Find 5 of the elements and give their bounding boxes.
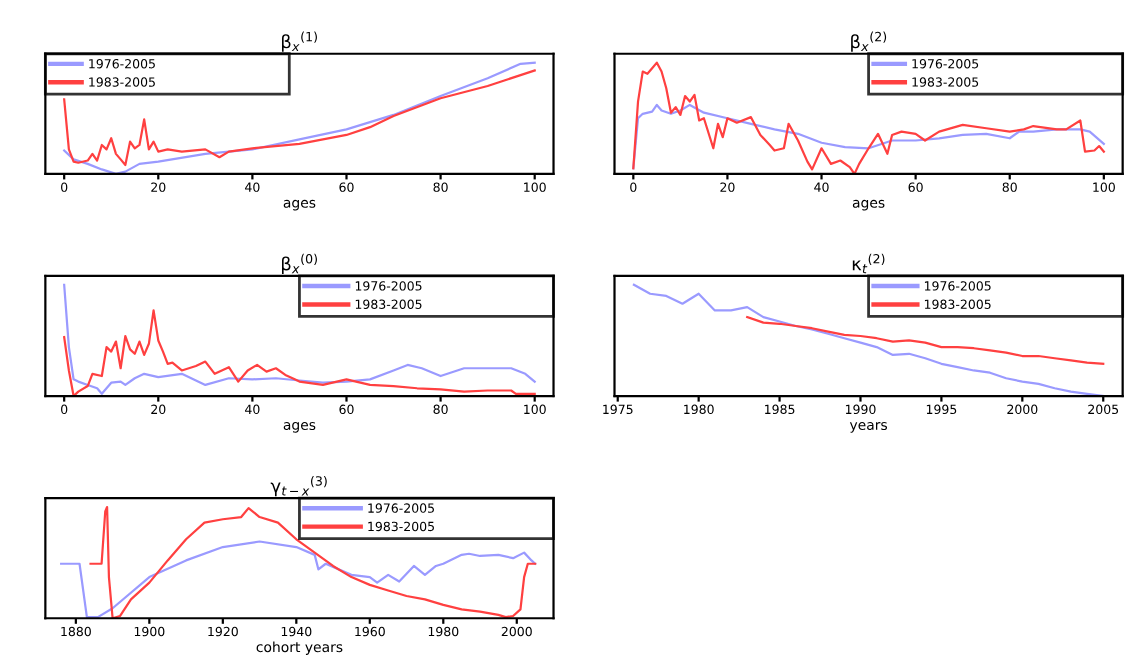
- chart-title: β$_{x}$$^{(2)}$: [851, 31, 887, 52]
- chart-title: β$_{x}$$^{(1)}$: [281, 31, 317, 52]
- chart-title: β$_{x}$$^{(0)}$: [281, 253, 317, 275]
- chart-title: γ$_{t−x}$$^{(3)}$: [270, 475, 327, 497]
- chart-title: κ$_{t}$$^{(2)}$: [852, 253, 885, 274]
